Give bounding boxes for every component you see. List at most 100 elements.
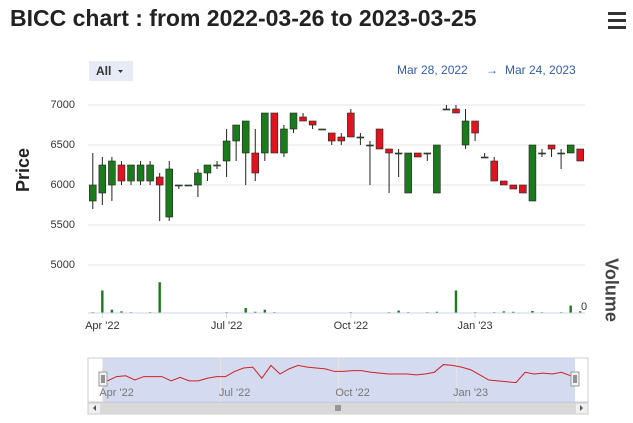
candle-body [337, 136, 346, 142]
volume-bar [254, 311, 257, 313]
candle-body [327, 132, 336, 142]
candle-body [433, 144, 441, 194]
dropdown-arrow [118, 70, 123, 73]
candle-body [423, 152, 432, 155]
candle-body [404, 152, 412, 194]
volume-bar [512, 311, 515, 313]
menu-icon[interactable] [608, 12, 626, 29]
candle-body [136, 164, 145, 182]
candle-body [471, 120, 479, 134]
volume-bar [397, 310, 400, 313]
y-tick-label: 7000 [51, 99, 75, 111]
candle-body [184, 184, 193, 187]
navigator-label: Oct '22 [335, 387, 370, 399]
candle-body [375, 128, 384, 150]
range-arrow: → [486, 63, 498, 77]
candle-body [385, 148, 393, 154]
candle-body [165, 168, 173, 218]
candle-body [213, 164, 221, 167]
candle-body [366, 144, 374, 147]
volume-bar [101, 290, 104, 313]
candle-body [146, 164, 154, 182]
candle-body [557, 152, 565, 155]
range-to[interactable]: Mar 24, 2023 [505, 63, 576, 77]
volume-bar [579, 311, 582, 313]
volume-bar [569, 305, 572, 313]
volume-bar [263, 309, 267, 313]
candle-body [203, 164, 212, 174]
candle-body [538, 152, 546, 155]
candle-body [452, 108, 460, 114]
candle-body [280, 128, 288, 154]
candle-body [318, 128, 326, 131]
range-button[interactable] [89, 61, 133, 81]
candle-body [98, 164, 107, 194]
volume-bar [120, 311, 123, 313]
candle-body [576, 148, 584, 162]
y2-axis-title: Volume [601, 258, 621, 322]
menu-bar [608, 26, 626, 29]
range-from[interactable]: Mar 28, 2022 [397, 63, 468, 77]
candle-body [308, 120, 317, 126]
y-tick-label: 5500 [51, 219, 75, 231]
candle-body [442, 108, 451, 111]
candle-body [270, 112, 279, 154]
candle-body [347, 112, 355, 138]
navigator-line [107, 364, 571, 384]
candle-body [232, 124, 240, 142]
candle-body [500, 180, 508, 186]
x-tick-label: Jul '22 [211, 320, 242, 332]
volume-bar [110, 309, 114, 313]
candle-body [394, 152, 403, 155]
candle-body [127, 164, 135, 182]
chart-title: BICC chart : from 2022-03-26 to 2023-03-… [10, 5, 477, 31]
candle-body [175, 184, 183, 187]
volume-bar [531, 310, 534, 313]
x-tick-label: Jan '23 [458, 320, 493, 332]
y-tick-label: 6000 [51, 179, 75, 191]
menu-bar [608, 19, 626, 22]
y2-tick-label: 0 [581, 301, 587, 313]
candle-body [480, 156, 489, 159]
candle-body [117, 164, 126, 182]
candle-body [241, 120, 250, 154]
candle-body [108, 160, 116, 186]
navigator-handle-grip [573, 375, 577, 383]
y-tick-label: 6500 [51, 139, 75, 151]
candle-body [194, 172, 202, 186]
volume-bar [454, 290, 458, 313]
y-axis-title: Price [13, 148, 33, 192]
navigator-handle-grip [101, 375, 105, 383]
volume-bar [244, 308, 247, 313]
candle-body [490, 160, 498, 182]
candle-body [566, 144, 575, 154]
x-tick-label: Oct '22 [334, 320, 369, 332]
volume-bar [502, 311, 505, 313]
range-button-label: All [96, 64, 111, 78]
candle-body [89, 184, 97, 202]
candle-body [251, 152, 260, 174]
candle-body [299, 116, 307, 122]
candle-body [289, 112, 298, 130]
navigator-label: Apr '22 [99, 387, 134, 399]
candle-body [155, 176, 164, 186]
candle-body [519, 184, 527, 194]
navigator-handle[interactable] [98, 371, 108, 387]
candle-body [261, 112, 269, 154]
menu-bar [608, 12, 626, 15]
volume-bar [158, 282, 161, 313]
candle-body [547, 144, 556, 150]
candle-body [509, 184, 518, 190]
candle-body [222, 140, 231, 162]
candle-body [413, 152, 422, 158]
candle-body [356, 136, 365, 139]
y-tick-label: 5000 [51, 259, 75, 271]
navigator-label: Jul '22 [219, 387, 250, 399]
navigator-handle[interactable] [570, 371, 580, 387]
scrollbar-grip [335, 405, 341, 411]
candle-body [528, 144, 537, 202]
candle-body [461, 120, 470, 146]
navigator-label: Jan '23 [453, 387, 488, 399]
x-tick-label: Apr '22 [85, 320, 120, 332]
volume-bar [435, 311, 439, 313]
